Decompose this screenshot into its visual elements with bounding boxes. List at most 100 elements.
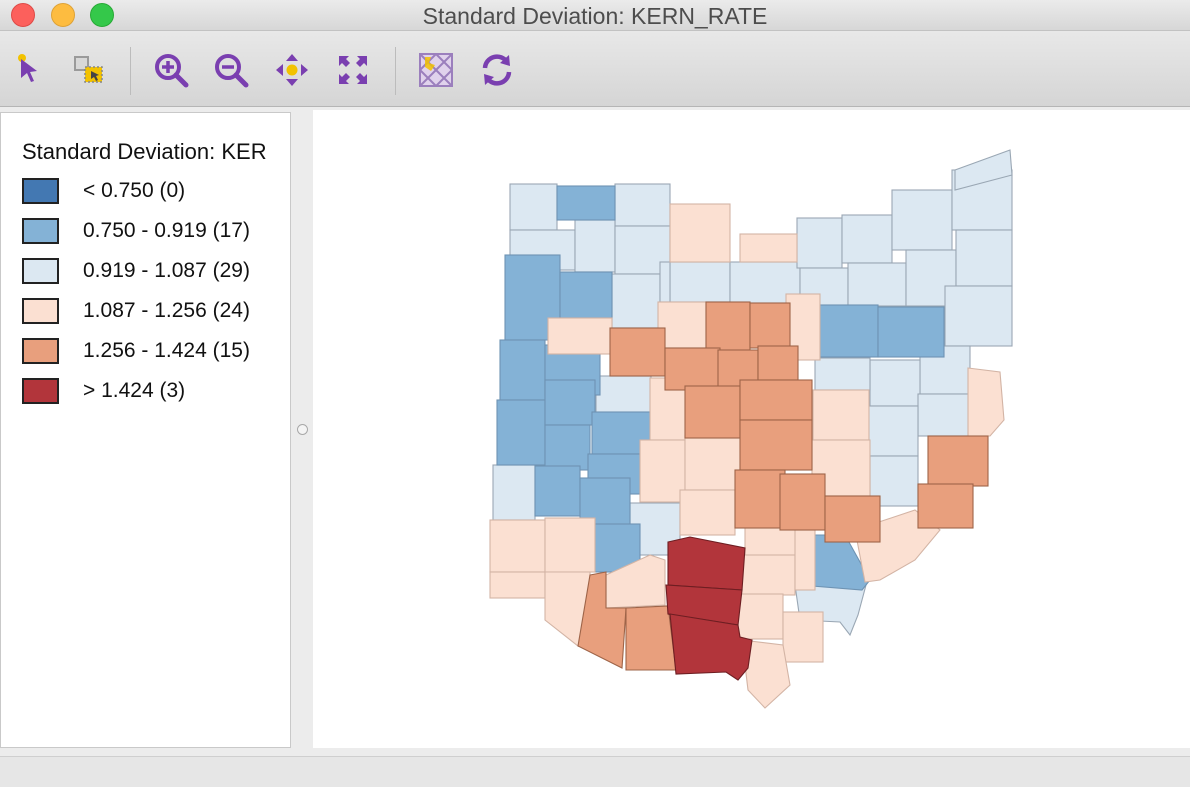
county[interactable] <box>814 357 871 391</box>
splitter-handle[interactable] <box>297 424 308 435</box>
county[interactable] <box>739 419 813 471</box>
minimize-window-button[interactable] <box>51 3 75 27</box>
legend-swatch <box>22 218 59 244</box>
county[interactable] <box>917 483 974 529</box>
county[interactable] <box>669 203 731 263</box>
county[interactable] <box>492 464 536 521</box>
county[interactable] <box>669 261 731 303</box>
county[interactable] <box>812 389 870 441</box>
select-arrow-icon <box>18 54 37 82</box>
county[interactable] <box>867 405 919 457</box>
county[interactable] <box>796 217 843 269</box>
legend-item[interactable]: 1.087 - 1.256 (24) <box>22 298 290 328</box>
county[interactable] <box>684 385 741 439</box>
title-bar: Standard Deviation: KERN_RATE <box>0 0 1190 31</box>
county[interactable] <box>639 439 686 503</box>
county[interactable] <box>927 435 989 487</box>
county[interactable] <box>891 189 953 251</box>
county[interactable] <box>819 304 879 358</box>
legend-label: 1.087 - 1.256 (24) <box>83 299 250 322</box>
county[interactable] <box>664 347 721 391</box>
county[interactable] <box>847 262 907 307</box>
county[interactable] <box>744 524 801 561</box>
county[interactable] <box>741 639 791 709</box>
legend-panel: Standard Deviation: KER < 0.750 (0) 0.75… <box>0 112 291 748</box>
county[interactable] <box>779 473 826 531</box>
county[interactable] <box>489 519 546 573</box>
close-window-button[interactable] <box>11 3 35 27</box>
county[interactable] <box>739 233 798 263</box>
county[interactable] <box>496 399 546 466</box>
counties <box>489 149 1013 709</box>
legend-swatch <box>22 338 59 364</box>
legend-label: 0.919 - 1.087 (29) <box>83 259 250 282</box>
selection-shape-icon <box>74 56 103 83</box>
county[interactable] <box>659 261 671 303</box>
county[interactable] <box>869 359 921 407</box>
county[interactable] <box>499 339 546 401</box>
county[interactable] <box>877 306 945 358</box>
county[interactable] <box>667 536 746 591</box>
full-extent-icon <box>339 56 367 84</box>
zoom-in-button[interactable] <box>151 50 191 90</box>
county[interactable] <box>739 379 813 421</box>
legend-label: > 1.424 (3) <box>83 379 186 402</box>
county[interactable] <box>684 435 742 491</box>
county[interactable] <box>534 465 581 517</box>
county[interactable] <box>611 273 661 329</box>
legend-label: 0.750 - 0.919 (17) <box>83 219 250 242</box>
county[interactable] <box>749 302 791 349</box>
county[interactable] <box>739 554 796 596</box>
county[interactable] <box>489 571 546 599</box>
zoom-window-button[interactable] <box>90 3 114 27</box>
selection-shape-button[interactable] <box>68 50 108 90</box>
refresh-icon <box>482 54 512 86</box>
county[interactable] <box>609 327 666 377</box>
county[interactable] <box>544 517 596 573</box>
county[interactable] <box>556 185 616 221</box>
county[interactable] <box>559 271 613 319</box>
legend-swatch <box>22 298 59 324</box>
county[interactable] <box>544 379 596 426</box>
county[interactable] <box>841 214 893 264</box>
county[interactable] <box>782 611 824 663</box>
toolbar-separator <box>130 47 131 95</box>
county[interactable] <box>944 285 1013 347</box>
county[interactable] <box>544 424 591 471</box>
county[interactable] <box>955 229 1013 287</box>
county[interactable] <box>669 613 753 681</box>
legend-swatch <box>22 178 59 204</box>
county[interactable] <box>794 529 816 591</box>
map-layer-button[interactable] <box>416 50 456 90</box>
county[interactable] <box>679 489 736 536</box>
toolbar-separator <box>395 47 396 95</box>
pan-button[interactable] <box>272 50 312 90</box>
zoom-in-icon <box>155 54 189 88</box>
county[interactable] <box>734 469 786 529</box>
legend-item[interactable]: > 1.424 (3) <box>22 378 290 408</box>
legend-label: 1.256 - 1.424 (15) <box>83 339 250 362</box>
refresh-button[interactable] <box>477 50 517 90</box>
legend-swatch <box>22 258 59 284</box>
county[interactable] <box>509 183 558 231</box>
legend-item[interactable]: 0.750 - 0.919 (17) <box>22 218 290 248</box>
county[interactable] <box>705 301 751 355</box>
county[interactable] <box>614 183 671 227</box>
legend-item[interactable]: < 0.750 (0) <box>22 178 290 208</box>
legend-item[interactable]: 1.256 - 1.424 (15) <box>22 338 290 368</box>
county[interactable] <box>625 605 677 671</box>
county[interactable] <box>574 219 616 273</box>
zoom-out-button[interactable] <box>211 50 251 90</box>
county[interactable] <box>917 393 971 437</box>
county[interactable] <box>967 367 1005 437</box>
county[interactable] <box>757 345 799 381</box>
full-extent-button[interactable] <box>333 50 373 90</box>
county[interactable] <box>954 149 1013 191</box>
county[interactable] <box>824 495 881 543</box>
county[interactable] <box>547 317 613 355</box>
select-tool-button[interactable] <box>10 50 50 90</box>
map-canvas[interactable] <box>313 110 1190 748</box>
legend-item[interactable]: 0.919 - 1.087 (29) <box>22 258 290 288</box>
county[interactable] <box>737 593 784 640</box>
legend-title: Standard Deviation: KER <box>22 139 267 164</box>
